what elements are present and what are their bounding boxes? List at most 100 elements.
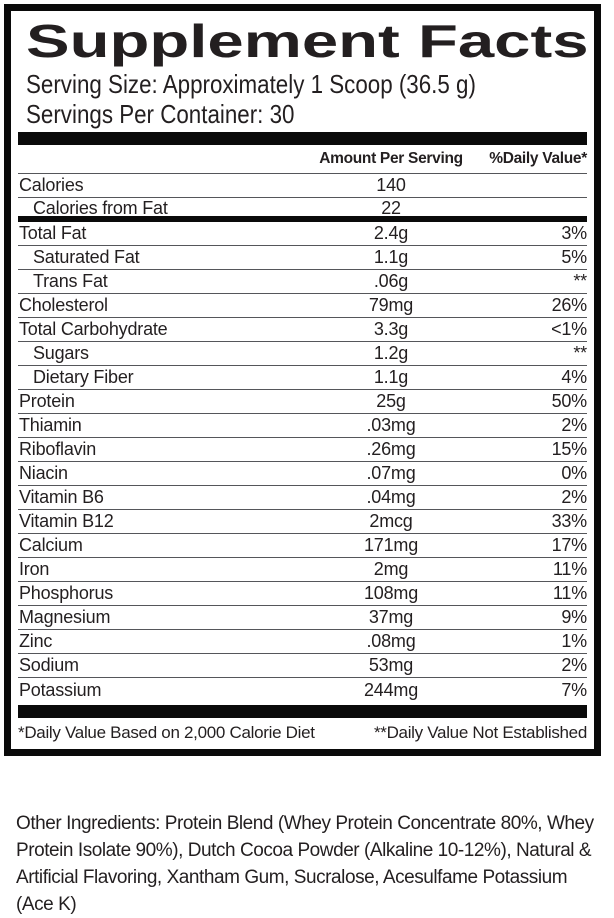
row-label: Vitamin B6: [19, 487, 104, 507]
table-row: Saturated Fat 1.1g 5%: [18, 246, 587, 270]
row-label: Iron: [19, 559, 50, 579]
row-amount: 3.3g: [373, 319, 409, 339]
table-row: Niacin .07mg 0%: [18, 462, 587, 486]
row-daily-value: 17%: [551, 535, 588, 555]
table-row: Calories 140: [18, 174, 587, 198]
table-row: Total Carbohydrate 3.3g <1%: [18, 318, 587, 342]
row-daily-value: 2%: [561, 415, 587, 435]
table-row: Zinc .08mg 1%: [18, 630, 587, 654]
row-daily-value: 11%: [552, 559, 587, 579]
row-daily-value: 5%: [561, 247, 587, 267]
row-label: Saturated Fat: [33, 247, 140, 267]
row-label: Calories: [19, 175, 84, 195]
footnote-row: *Daily Value Based on 2,000 Calorie Diet…: [18, 718, 587, 746]
row-daily-value: 2%: [561, 487, 587, 507]
table-row: Potassium 244mg 7%: [18, 678, 587, 702]
row-amount: 2.4g: [373, 223, 409, 243]
row-amount: 25g: [376, 391, 406, 411]
header-amount-per-serving: Amount Per Serving: [319, 150, 463, 167]
table-row: Trans Fat .06g **: [18, 270, 587, 294]
row-label: Trans Fat: [33, 271, 108, 291]
row-daily-value: 4%: [561, 367, 587, 387]
row-amount: 244mg: [363, 679, 419, 700]
row-label: Phosphorus: [19, 583, 114, 603]
row-daily-value: 33%: [551, 511, 588, 531]
footnote-daily-value-basis: *Daily Value Based on 2,000 Calorie Diet: [18, 723, 315, 742]
row-label: Sodium: [19, 655, 79, 675]
row-label: Potassium: [19, 679, 102, 700]
row-label: Total Carbohydrate: [19, 319, 168, 339]
separator-bar-bottom: [18, 705, 587, 718]
row-daily-value: 15%: [551, 439, 588, 459]
row-label: Riboflavin: [19, 439, 97, 459]
table-row: Phosphorus 108mg 11%: [18, 582, 587, 606]
row-amount: 22: [381, 198, 401, 218]
row-amount: .07mg: [366, 463, 416, 483]
table-row: Iron 2mg 11%: [18, 558, 587, 582]
table-row: Total Fat 2.4g 3%: [18, 222, 587, 246]
row-daily-value: 26%: [551, 295, 588, 315]
row-label: Calories from Fat: [33, 198, 168, 218]
row-amount: .06g: [373, 271, 409, 291]
row-daily-value: 2%: [561, 655, 587, 675]
row-label: Calcium: [19, 535, 83, 555]
table-row: Sugars 1.2g **: [18, 342, 587, 366]
row-daily-value: 0%: [561, 463, 587, 483]
row-daily-value: 1%: [561, 631, 587, 651]
panel-title: Supplement Facts: [26, 15, 589, 67]
row-label: Dietary Fiber: [33, 367, 134, 387]
table-row: Calories from Fat 22: [18, 198, 587, 222]
table-row: Vitamin B12 2mcg 33%: [18, 510, 587, 534]
row-daily-value: **: [573, 343, 587, 363]
row-label: Sugars: [33, 343, 89, 363]
row-label: Niacin: [19, 463, 68, 483]
row-daily-value: 3%: [561, 223, 587, 243]
footnote-not-established: **Daily Value Not Established: [373, 723, 587, 742]
facts-table-rows: Calories 140 Calories from Fat 22 Total …: [18, 174, 587, 702]
row-amount: 53mg: [368, 655, 414, 675]
row-amount: .08mg: [366, 631, 416, 651]
row-label: Protein: [19, 391, 75, 411]
separator-bar-top: [18, 132, 587, 145]
row-amount: 1.1g: [373, 247, 409, 267]
table-row: Vitamin B6 .04mg 2%: [18, 486, 587, 510]
row-label: Zinc: [19, 631, 53, 651]
row-amount: 2mcg: [369, 511, 413, 531]
other-ingredients: Other Ingredients: Protein Blend (Whey P…: [16, 813, 594, 915]
row-amount: 1.1g: [373, 367, 409, 387]
table-row: Dietary Fiber 1.1g 4%: [18, 366, 587, 390]
table-row: Sodium 53mg 2%: [18, 654, 587, 678]
row-daily-value: <1%: [551, 319, 587, 339]
table-row: Thiamin .03mg 2%: [18, 414, 587, 438]
supplement-facts-panel: Supplement Facts Serving Size: Approxima…: [4, 4, 601, 756]
table-row: Magnesium 37mg 9%: [18, 606, 587, 630]
table-row: Cholesterol 79mg 26%: [18, 294, 587, 318]
row-amount: .26mg: [366, 439, 416, 459]
row-amount: 108mg: [363, 583, 419, 603]
table-header-row: Amount Per Serving %Daily Value*: [18, 145, 587, 174]
row-label: Magnesium: [19, 607, 111, 627]
row-amount: 79mg: [368, 295, 414, 315]
row-amount: 1.2g: [373, 343, 409, 363]
row-daily-value: 50%: [551, 391, 588, 411]
servings-per-container: Servings Per Container: 30: [26, 99, 295, 129]
row-daily-value: 7%: [561, 679, 587, 700]
row-label: Cholesterol: [19, 295, 108, 315]
row-amount: 2mg: [373, 559, 409, 579]
serving-size: Serving Size: Approximately 1 Scoop (36.…: [26, 69, 476, 99]
table-row: Calcium 171mg 17%: [18, 534, 587, 558]
row-amount: .04mg: [366, 487, 416, 507]
row-amount: 37mg: [368, 607, 414, 627]
row-label: Total Fat: [19, 223, 87, 243]
row-daily-value: 11%: [552, 583, 587, 603]
row-amount: 171mg: [363, 535, 419, 555]
table-row: Riboflavin .26mg 15%: [18, 438, 587, 462]
row-daily-value: **: [573, 271, 587, 291]
header-daily-value: %Daily Value*: [489, 150, 587, 167]
table-row: Protein 25g 50%: [18, 390, 587, 414]
row-amount: .03mg: [366, 415, 416, 435]
row-label: Vitamin B12: [19, 511, 114, 531]
row-label: Thiamin: [19, 415, 82, 435]
row-amount: 140: [376, 175, 406, 195]
row-daily-value: 9%: [561, 607, 587, 627]
